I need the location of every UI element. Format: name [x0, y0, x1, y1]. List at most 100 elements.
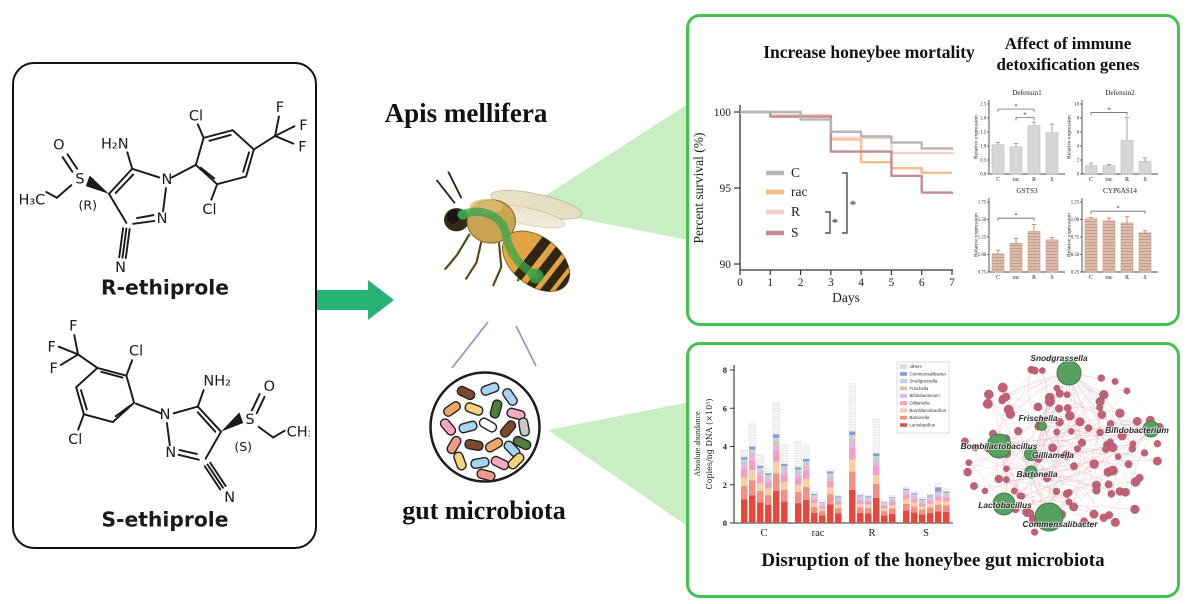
svg-text:R: R	[1125, 275, 1129, 281]
bee-antennae	[435, 171, 463, 204]
atom-label: CH₃	[287, 425, 310, 441]
svg-text:*: *	[1107, 106, 1110, 113]
atom-label: F	[276, 100, 284, 116]
atom-label: F	[49, 361, 57, 377]
svg-text:rac: rac	[1012, 275, 1020, 281]
mortality-panel: Increase honeybee mortality Affect of im…	[686, 14, 1180, 326]
svg-text:1: 1	[767, 277, 773, 289]
honeybee-illustration	[435, 171, 583, 304]
compound-name: S-ethiprole	[102, 507, 229, 531]
atom-label: Cl	[202, 202, 216, 218]
svg-text:rac: rac	[1105, 275, 1113, 281]
atom-label: N	[165, 445, 176, 461]
svg-text:*: *	[1014, 212, 1017, 219]
atom-label: O	[264, 379, 275, 395]
svg-text:rac: rac	[1105, 177, 1113, 183]
svg-text:Bifidobacterium: Bifidobacterium	[910, 393, 941, 398]
atom-label: N	[160, 407, 171, 423]
svg-text:0.50: 0.50	[1071, 253, 1080, 258]
svg-text:1.25: 1.25	[1071, 201, 1080, 206]
stereo-label: (R)	[78, 197, 97, 212]
svg-text:*: *	[850, 197, 857, 212]
network-hub-label: Lactobacillus	[978, 500, 1032, 510]
svg-text:*: *	[1116, 205, 1119, 212]
svg-text:C: C	[996, 177, 1000, 183]
atom-label: Cl	[129, 343, 143, 359]
s-ethiprole-structure: NH₂ N N N Cl Cl F F F O S (S) CH₃ S-ethi…	[48, 318, 310, 531]
svg-text:90: 90	[720, 259, 732, 271]
network-hub-label: Bombilactobacillus	[961, 441, 1038, 451]
svg-text:Frischella: Frischella	[910, 386, 929, 391]
svg-text:Copies/ng DNA (×10⁵): Copies/ng DNA (×10⁵)	[705, 398, 714, 489]
bee-to-dish-connectors	[451, 321, 537, 369]
wedge-bond	[85, 175, 109, 194]
cyp6as14-bar-chart: 0.25 0.50 0.75 1.00 1.25 CYP6AS14 Relative exp…	[1067, 187, 1158, 281]
svg-text:0.75: 0.75	[978, 271, 987, 276]
atom-label: F	[48, 340, 56, 356]
defensin1-bar-chart: 0.0 0.5 1.0 1.5 2.0 2.5 Defensin1 Relative expr…	[974, 89, 1065, 183]
svg-text:Bartonella: Bartonella	[910, 415, 930, 420]
svg-text:Relative expression: Relative expression	[974, 115, 980, 159]
svg-text:Defensin2: Defensin2	[1105, 89, 1135, 97]
svg-text:Defensin1: Defensin1	[1012, 89, 1042, 97]
atom-label: H₃C	[20, 193, 45, 209]
beam-to-microbiota-panel	[548, 402, 690, 528]
genes-title: Affect of immune detoxification genes	[969, 33, 1167, 75]
atom-label: N	[157, 211, 168, 227]
network-hub-label: Bartonella	[1017, 469, 1058, 479]
stereo-label: (S)	[234, 439, 252, 454]
svg-text:4: 4	[723, 442, 728, 452]
atom-label: S	[245, 412, 254, 428]
compound-panel: H₂N N N N Cl Cl F F F O S (R) H₃C R-ethi…	[12, 62, 317, 549]
atom-label: F	[298, 139, 306, 155]
svg-text:5: 5	[889, 277, 895, 289]
svg-text:Days: Days	[832, 290, 860, 305]
microbiota-panel: 0 2 4 6 8 Absolute abundance Copies/ng DNA (×1…	[686, 342, 1180, 598]
svg-text:S: S	[791, 225, 799, 240]
species-label: Apis mellifera	[384, 98, 548, 128]
genes-title-line2: detoxification genes	[996, 55, 1140, 74]
svg-text:95: 95	[720, 183, 732, 195]
network-hub-label: Bifidobacterium	[1105, 425, 1169, 435]
svg-text:C: C	[1089, 275, 1093, 281]
svg-text:4: 4	[858, 277, 864, 289]
svg-text:rac: rac	[1012, 177, 1020, 183]
genes-title-line1: Affect of immune	[1004, 34, 1132, 53]
svg-text:2.0: 2.0	[980, 117, 987, 122]
svg-text:0: 0	[1077, 173, 1080, 178]
atom-label: Cl	[189, 108, 203, 124]
svg-text:S: S	[923, 528, 929, 539]
svg-text:R: R	[1032, 177, 1036, 183]
atom-label: N	[115, 260, 126, 276]
svg-text:2: 2	[798, 277, 804, 289]
microbiota-network-graph: Snodgrassella Bifidobacterium Frischella Bo…	[960, 352, 1170, 536]
disruption-caption: Disruption of the honeybee gut microbiot…	[761, 550, 1105, 571]
atom-label: F	[69, 318, 77, 334]
svg-text:0: 0	[737, 277, 743, 289]
svg-text:100: 100	[714, 107, 732, 119]
network-hub-label: Frischella	[1018, 413, 1057, 423]
atom-label: N	[224, 490, 235, 506]
svg-text:R: R	[868, 528, 875, 539]
svg-text:0: 0	[723, 518, 727, 528]
survival-curve-chart: 90 95 100 0 1 2 3 4 5 6 7 Days Percent survival (%) C…	[691, 105, 955, 305]
svg-text:*: *	[832, 215, 839, 230]
svg-text:others: others	[910, 364, 923, 369]
svg-text:Snodgrassella: Snodgrassella	[910, 379, 938, 384]
svg-text:Lactobacillus: Lactobacillus	[910, 422, 936, 427]
compound-name: R-ethiprole	[101, 275, 229, 299]
network-hub-label: Gilliamella	[1032, 450, 1074, 460]
exposure-arrow	[316, 280, 394, 320]
svg-text:10: 10	[1074, 103, 1079, 108]
atom-label: NH₂	[203, 373, 231, 389]
atom-label: N	[162, 172, 173, 188]
svg-text:2: 2	[723, 480, 727, 490]
svg-text:R: R	[1032, 275, 1036, 281]
svg-text:R: R	[1125, 177, 1129, 183]
svg-text:6: 6	[723, 403, 727, 413]
svg-text:3: 3	[828, 277, 834, 289]
svg-text:Percent survival (%): Percent survival (%)	[691, 133, 706, 244]
bee-gut-overlay	[457, 207, 544, 284]
svg-text:C: C	[760, 528, 767, 539]
atom-label: O	[53, 137, 64, 153]
